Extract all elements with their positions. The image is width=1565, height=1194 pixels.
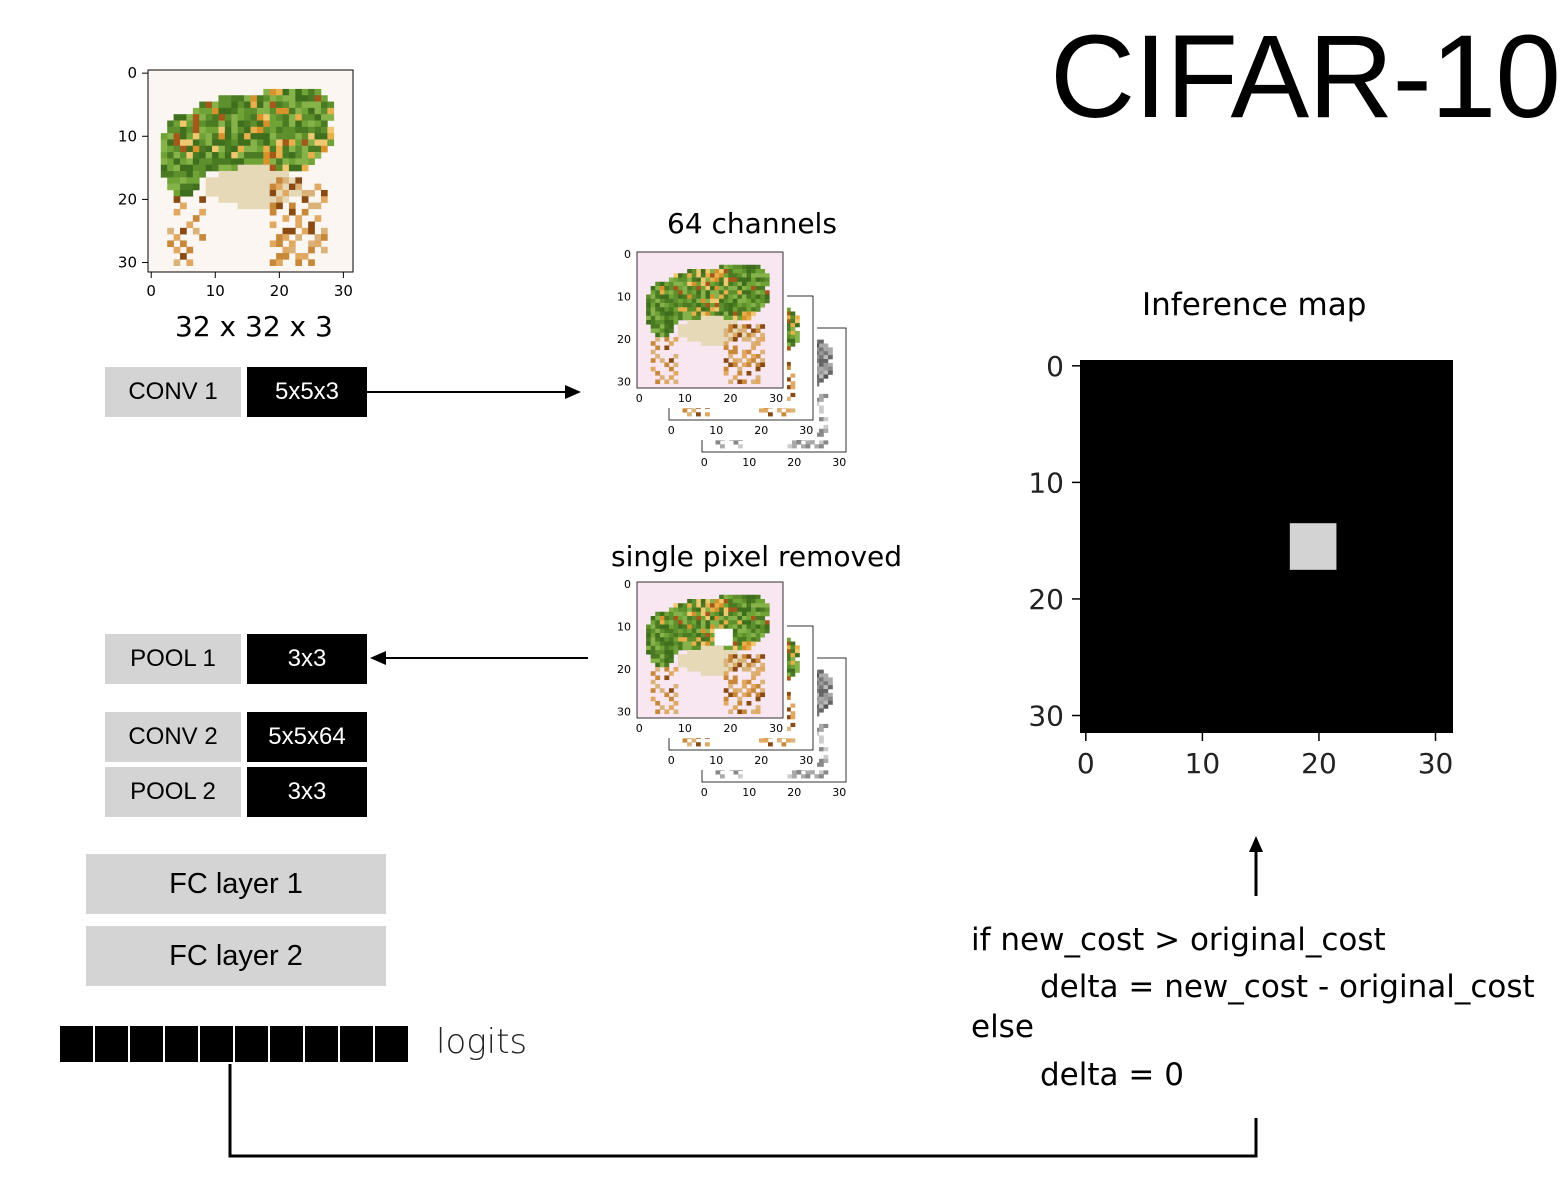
inference-map-highlight xyxy=(1289,523,1337,570)
mini-xtick: 10 xyxy=(709,424,723,437)
arrow-to-pool1 xyxy=(370,651,588,665)
arrow-to-channels xyxy=(367,385,581,399)
code-line-delta-zero: delta = 0 xyxy=(1040,1057,1184,1093)
mini-xtick: 30 xyxy=(799,754,813,767)
logit-cell xyxy=(305,1026,338,1062)
mini-xtick: 30 xyxy=(832,456,846,469)
mini-xtick: 10 xyxy=(678,392,692,405)
map-ytick: 30 xyxy=(1028,700,1064,733)
mini-xtick: 10 xyxy=(742,456,756,469)
removed-caption: single pixel removed xyxy=(611,540,903,573)
mini-xtick: 10 xyxy=(678,722,692,735)
input-xtick: 10 xyxy=(206,282,225,300)
map-ytick: 0 xyxy=(1046,350,1064,383)
pool1-param: 3x3 xyxy=(247,634,367,684)
mini-xtick: 20 xyxy=(754,424,768,437)
conv1-param: 5x5x3 xyxy=(247,367,367,417)
logit-cell xyxy=(375,1026,408,1062)
code-line-if: if new_cost > original_cost xyxy=(971,922,1386,958)
input-ytick: 0 xyxy=(127,64,137,82)
mini-ytick: 10 xyxy=(617,621,631,634)
inference-map-title: Inference map xyxy=(1142,287,1367,323)
feedback-connector xyxy=(228,1064,1258,1158)
conv2-label: CONV 2 xyxy=(105,712,241,762)
pool1-label: POOL 1 xyxy=(105,634,241,684)
logit-cell xyxy=(130,1026,163,1062)
mini-xtick: 30 xyxy=(769,722,783,735)
pool2-label: POOL 2 xyxy=(105,767,241,817)
mini-xtick: 0 xyxy=(636,392,643,405)
input-image-plot: 0 0 10 10 20 20 30 30 xyxy=(118,64,354,300)
input-xtick: 0 xyxy=(146,282,156,300)
mini-xtick: 30 xyxy=(769,392,783,405)
mini-xtick: 10 xyxy=(709,754,723,767)
input-xtick: 20 xyxy=(270,282,289,300)
removed-stack: 0 10 20 30 0 10 20 30 0 0 10 10 20 20 30 30 xyxy=(605,578,850,802)
code-line-else: else xyxy=(971,1009,1034,1045)
channels-stack: 0 10 20 30 0 10 20 30 0 0 10 10 20 20 30 30 xyxy=(605,248,850,472)
mini-xtick: 0 xyxy=(668,754,675,767)
mini-ytick: 30 xyxy=(617,706,631,719)
mini-ytick: 0 xyxy=(624,248,631,261)
map-xtick: 0 xyxy=(1077,747,1095,780)
mini-ytick: 20 xyxy=(617,333,631,346)
mini-xtick: 20 xyxy=(724,392,738,405)
mini-xtick: 0 xyxy=(636,722,643,735)
logit-cell xyxy=(60,1026,93,1062)
logit-cell xyxy=(200,1026,233,1062)
logit-cell xyxy=(340,1026,373,1062)
arrow-to-map xyxy=(1249,836,1263,896)
mini-xtick: 30 xyxy=(799,424,813,437)
mini-xtick: 30 xyxy=(832,786,846,799)
frog-image xyxy=(148,70,353,272)
conv1-label: CONV 1 xyxy=(105,367,241,417)
logits-bar xyxy=(60,1026,408,1062)
input-axes: 0 0 10 10 20 20 30 30 xyxy=(118,64,353,300)
mini-ytick: 20 xyxy=(617,663,631,676)
fc-layer-1: FC layer 1 xyxy=(86,854,386,914)
map-xtick: 30 xyxy=(1418,747,1454,780)
logit-cell xyxy=(270,1026,303,1062)
input-ytick: 10 xyxy=(118,127,137,145)
pool2-param: 3x3 xyxy=(247,767,367,817)
conv2-param: 5x5x64 xyxy=(247,712,367,762)
mini-ytick: 0 xyxy=(624,578,631,591)
input-caption: 32 x 32 x 3 xyxy=(175,310,333,343)
mini-xtick: 20 xyxy=(787,456,801,469)
mini-ytick: 10 xyxy=(617,291,631,304)
fc-layer-2: FC layer 2 xyxy=(86,926,386,986)
input-xtick: 30 xyxy=(334,282,353,300)
logit-cell xyxy=(95,1026,128,1062)
mini-xtick: 20 xyxy=(787,786,801,799)
channels-caption: 64 channels xyxy=(667,207,837,240)
input-ytick: 30 xyxy=(118,254,137,272)
map-xtick: 10 xyxy=(1185,747,1221,780)
logit-cell xyxy=(165,1026,198,1062)
inference-map-plot: 0 0 10 10 20 20 30 30 xyxy=(1028,350,1454,780)
map-ytick: 10 xyxy=(1028,466,1064,499)
code-line-delta-diff: delta = new_cost - original_cost xyxy=(1040,969,1535,1005)
inference-map-background xyxy=(1080,360,1453,733)
map-ytick: 20 xyxy=(1028,583,1064,616)
logit-cell xyxy=(235,1026,268,1062)
mini-xtick: 20 xyxy=(754,754,768,767)
mini-xtick: 10 xyxy=(742,786,756,799)
page-title: CIFAR-10 xyxy=(1049,11,1561,143)
map-xtick: 20 xyxy=(1301,747,1337,780)
input-ytick: 20 xyxy=(118,190,137,208)
logits-label: logits xyxy=(436,1022,528,1062)
mini-ytick: 30 xyxy=(617,376,631,389)
mini-xtick: 20 xyxy=(724,722,738,735)
mini-xtick: 0 xyxy=(668,424,675,437)
mini-xtick: 0 xyxy=(701,456,708,469)
mini-xtick: 0 xyxy=(701,786,708,799)
